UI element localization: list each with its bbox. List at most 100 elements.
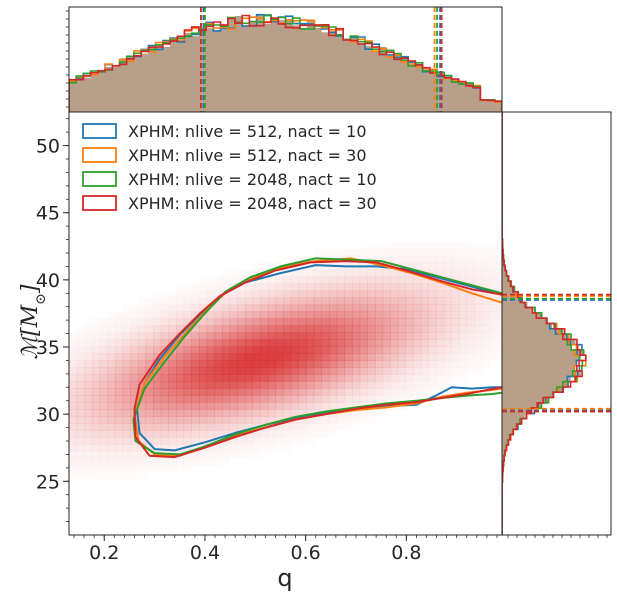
heatmap-cell (290, 276, 299, 284)
heatmap-cell (475, 360, 483, 367)
heatmap-cell (122, 332, 131, 340)
heatmap-cell (313, 269, 322, 277)
heatmap-cell (482, 242, 490, 249)
heatmap-cell (359, 283, 368, 291)
heatmap-cell (466, 269, 475, 277)
main-axis-ticks: 0.2 0.4 0.6 0.8 25 30 35 40 45 50 (36, 118, 498, 564)
heatmap-cell (145, 416, 154, 424)
heatmap-cell (91, 430, 100, 438)
heatmap-cell (497, 332, 502, 340)
heatmap-cell (252, 290, 261, 298)
heatmap-cell (207, 458, 215, 465)
heatmap-cell (100, 472, 108, 479)
heatmap-cell (107, 402, 116, 410)
heatmap-cell (313, 374, 322, 382)
heatmap-cell (176, 304, 185, 312)
heatmap-cell (107, 430, 116, 438)
heatmap-cell (267, 416, 276, 424)
heatmap-cell (436, 269, 445, 277)
heatmap-cell (99, 395, 108, 403)
heatmap-cell (359, 318, 368, 326)
heatmap-cell (245, 297, 253, 305)
heatmap-cell (406, 249, 414, 256)
heatmap-cell (77, 465, 85, 472)
heatmap-cell (199, 318, 208, 326)
heatmap-cell (444, 311, 452, 319)
heatmap-cell (114, 402, 123, 410)
heatmap-cell (459, 269, 468, 277)
heatmap-cell (413, 311, 422, 319)
heatmap-cell (115, 472, 123, 479)
heatmap-cell (489, 290, 498, 298)
heatmap-cell (206, 423, 215, 431)
heatmap-cell (482, 360, 490, 367)
heatmap-cell (336, 276, 345, 284)
heatmap-cell (436, 367, 445, 375)
heatmap-cell (114, 451, 123, 459)
heatmap-cell (329, 423, 337, 430)
heatmap-cell (114, 437, 123, 445)
heatmap-cell (145, 360, 154, 368)
heatmap-cell (444, 249, 452, 256)
heatmap-cell (99, 367, 108, 375)
heatmap-cell (398, 318, 407, 326)
heatmap-cell (451, 353, 460, 361)
heatmap-cell (76, 416, 85, 424)
heatmap-cell (214, 325, 223, 333)
legend-entry-1: XPHM: nlive = 512, nact = 10 (82, 122, 367, 141)
heatmap-cell (107, 339, 116, 347)
heatmap-cell (214, 353, 223, 361)
heatmap-cell (267, 269, 276, 277)
heatmap-cell (428, 360, 437, 368)
heatmap-cell (405, 360, 414, 368)
heatmap-cell (69, 465, 77, 472)
heatmap-cell (245, 339, 253, 347)
heatmap-cell (390, 318, 399, 326)
heatmap-cell (207, 284, 215, 291)
heatmap-cell (390, 283, 399, 291)
heatmap-cell (290, 360, 299, 368)
heatmap-cell (359, 346, 368, 354)
heatmap-cell (489, 283, 498, 291)
heatmap-cell (467, 242, 475, 249)
heatmap-cell (183, 297, 192, 305)
heatmap-cell (260, 430, 269, 438)
heatmap-cell (146, 465, 154, 472)
heatmap-cell (114, 381, 123, 389)
heatmap-cell (99, 325, 108, 333)
heatmap-cell (252, 416, 261, 424)
heatmap-cell (267, 332, 276, 340)
heatmap-cell (153, 395, 162, 403)
heatmap-cell (329, 381, 338, 389)
heatmap-cell (176, 360, 185, 368)
heatmap-cell (191, 339, 200, 347)
heatmap-cell (99, 381, 108, 389)
heatmap-cell (214, 409, 223, 417)
heatmap-cell (183, 388, 192, 396)
heatmap-cell (436, 346, 445, 354)
heatmap-cell (367, 416, 375, 423)
heatmap-cell (298, 332, 307, 340)
heatmap-cell (459, 304, 468, 312)
heatmap-cell (145, 318, 154, 326)
heatmap-cell (444, 367, 452, 375)
heatmap-cell (145, 332, 154, 340)
heatmap-cell (183, 367, 192, 375)
heatmap-cell (146, 305, 154, 312)
heatmap-cell (398, 388, 407, 396)
heatmap-cell (352, 332, 361, 340)
heatmap-cell (474, 339, 483, 347)
heatmap-cell (222, 402, 231, 410)
heatmap-cell (390, 249, 398, 256)
heatmap-cell (475, 242, 483, 249)
heatmap-cell (222, 430, 231, 438)
heatmap-cell (199, 395, 208, 403)
heatmap-cell (336, 339, 345, 347)
heatmap-cell (183, 304, 192, 312)
heatmap-cell (313, 325, 322, 333)
heatmap-cell (107, 346, 116, 354)
heatmap-cell (222, 374, 231, 382)
heatmap-cell (222, 409, 231, 417)
heatmap-cell (137, 332, 146, 340)
heatmap-cell (184, 284, 192, 291)
